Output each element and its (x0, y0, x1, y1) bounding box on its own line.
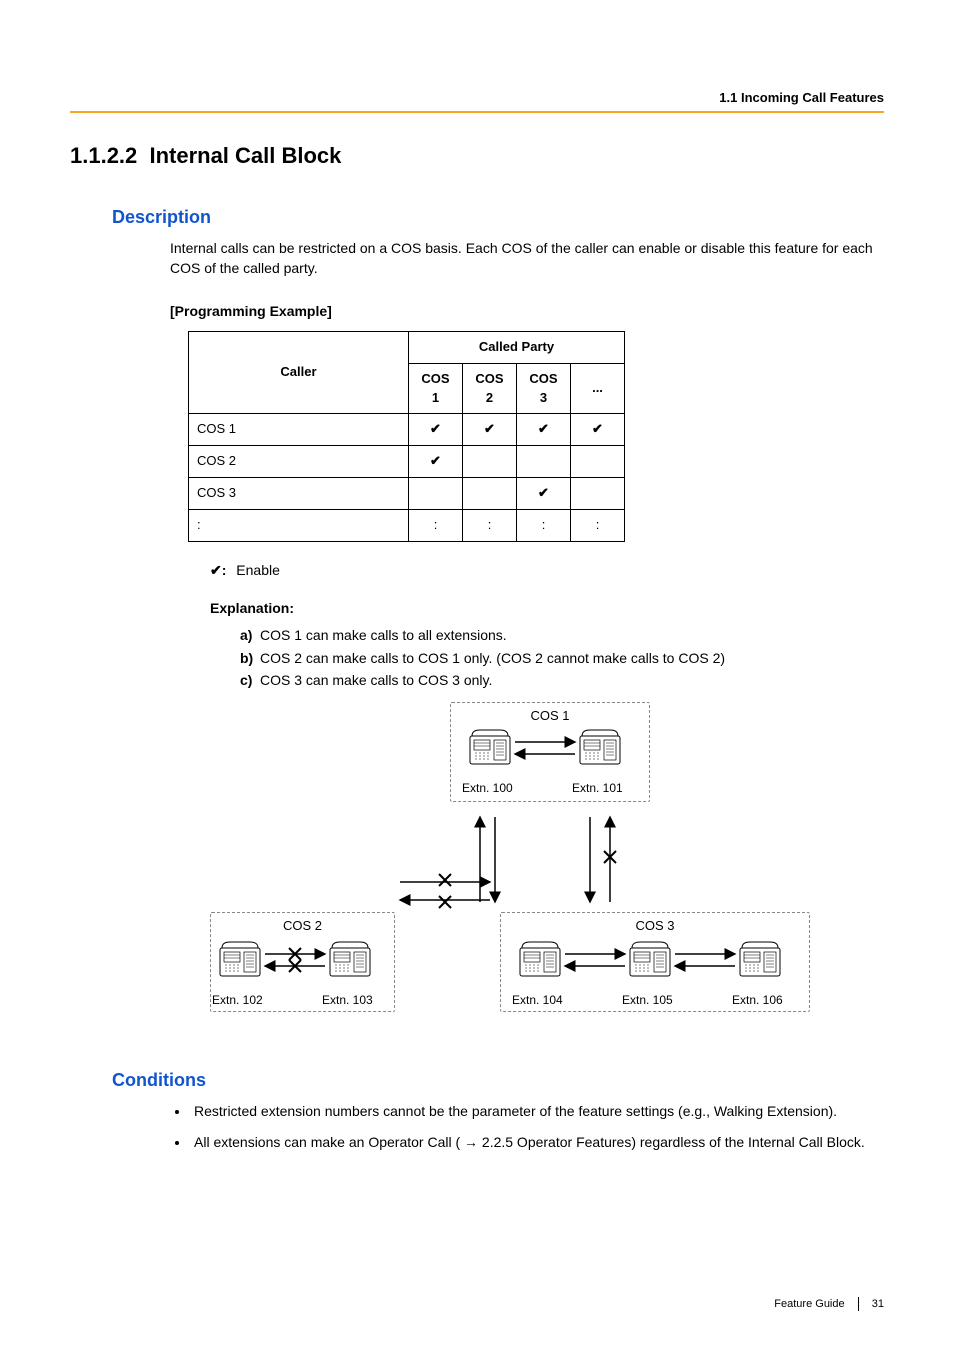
footer-divider (858, 1297, 859, 1311)
table-row: COS 2 ✔ (189, 446, 625, 478)
programming-example-label: [Programming Example] (170, 301, 884, 321)
page-footer: Feature Guide 31 (774, 1297, 884, 1311)
table-row: COS 3 ✔ (189, 478, 625, 510)
table-cell: COS 1 (189, 414, 409, 446)
table-header-caller: Caller (189, 331, 409, 414)
enable-legend: ✔: Enable (210, 560, 884, 580)
group-label: COS 2 (283, 917, 322, 936)
section-title: Internal Call Block (149, 143, 341, 168)
section-number: 1.1.2.2 (70, 143, 145, 169)
table-col-more: ... (571, 363, 625, 414)
table-cell: ✔ (409, 446, 463, 478)
table-cell: : (189, 509, 409, 541)
table-header-called-party: Called Party (409, 331, 625, 363)
table-cell: ✔ (517, 414, 571, 446)
description-text: Internal calls can be restricted on a CO… (170, 238, 884, 279)
section-heading: 1.1.2.2 Internal Call Block (70, 143, 884, 169)
explanation-letter: c) (240, 669, 260, 691)
group-label: COS 3 (635, 917, 674, 936)
table-cell: : (517, 509, 571, 541)
table-cell: : (463, 509, 517, 541)
table-cell (409, 478, 463, 510)
ext-label: Extn. 103 (322, 992, 373, 1009)
table-row: COS 1 ✔ ✔ ✔ ✔ (189, 414, 625, 446)
description-heading: Description (112, 207, 884, 228)
table-row: : : : : : (189, 509, 625, 541)
conditions-heading: Conditions (112, 1070, 884, 1091)
ext-label: Extn. 104 (512, 992, 563, 1009)
table-cell (571, 478, 625, 510)
footer-page: 31 (872, 1298, 884, 1310)
cos-diagram: COS 1 COS 2 COS 3 Extn. 100 Extn. 101 Ex… (210, 702, 920, 1032)
table-cell: : (571, 509, 625, 541)
table-col-cos2: COS 2 (463, 363, 517, 414)
table-cell: ✔ (409, 414, 463, 446)
condition-item: All extensions can make an Operator Call… (190, 1132, 884, 1153)
group-label: COS 1 (530, 707, 569, 726)
ext-label: Extn. 100 (462, 780, 513, 797)
table-cell: ✔ (571, 414, 625, 446)
page-header: 1.1 Incoming Call Features (70, 90, 884, 113)
ext-label: Extn. 101 (572, 780, 623, 797)
table-cell: COS 3 (189, 478, 409, 510)
ext-label: Extn. 106 (732, 992, 783, 1009)
conditions-list: Restricted extension numbers cannot be t… (190, 1101, 884, 1153)
condition-item: Restricted extension numbers cannot be t… (190, 1101, 884, 1122)
table-cell: COS 2 (189, 446, 409, 478)
cos-table: Caller Called Party COS 1 COS 2 COS 3 ..… (188, 331, 625, 542)
table-cell: ✔ (517, 478, 571, 510)
table-col-cos1: COS 1 (409, 363, 463, 414)
enable-label: Enable (236, 562, 280, 578)
explanation-letter: a) (240, 624, 260, 646)
table-col-cos3: COS 3 (517, 363, 571, 414)
footer-guide: Feature Guide (774, 1298, 844, 1310)
explanation-letter: b) (240, 647, 260, 669)
check-icon: ✔: (210, 562, 226, 578)
table-cell (463, 478, 517, 510)
table-cell (463, 446, 517, 478)
explanation-text: COS 3 can make calls to COS 3 only. (260, 672, 492, 688)
explanation-list: a)COS 1 can make calls to all extensions… (240, 624, 884, 691)
table-cell (517, 446, 571, 478)
table-cell: : (409, 509, 463, 541)
explanation-text: COS 2 can make calls to COS 1 only. (COS… (260, 650, 725, 666)
ext-label: Extn. 105 (622, 992, 673, 1009)
explanation-text: COS 1 can make calls to all extensions. (260, 627, 507, 643)
table-cell (571, 446, 625, 478)
ext-label: Extn. 102 (212, 992, 263, 1009)
table-cell: ✔ (463, 414, 517, 446)
explanation-heading: Explanation: (210, 598, 884, 618)
